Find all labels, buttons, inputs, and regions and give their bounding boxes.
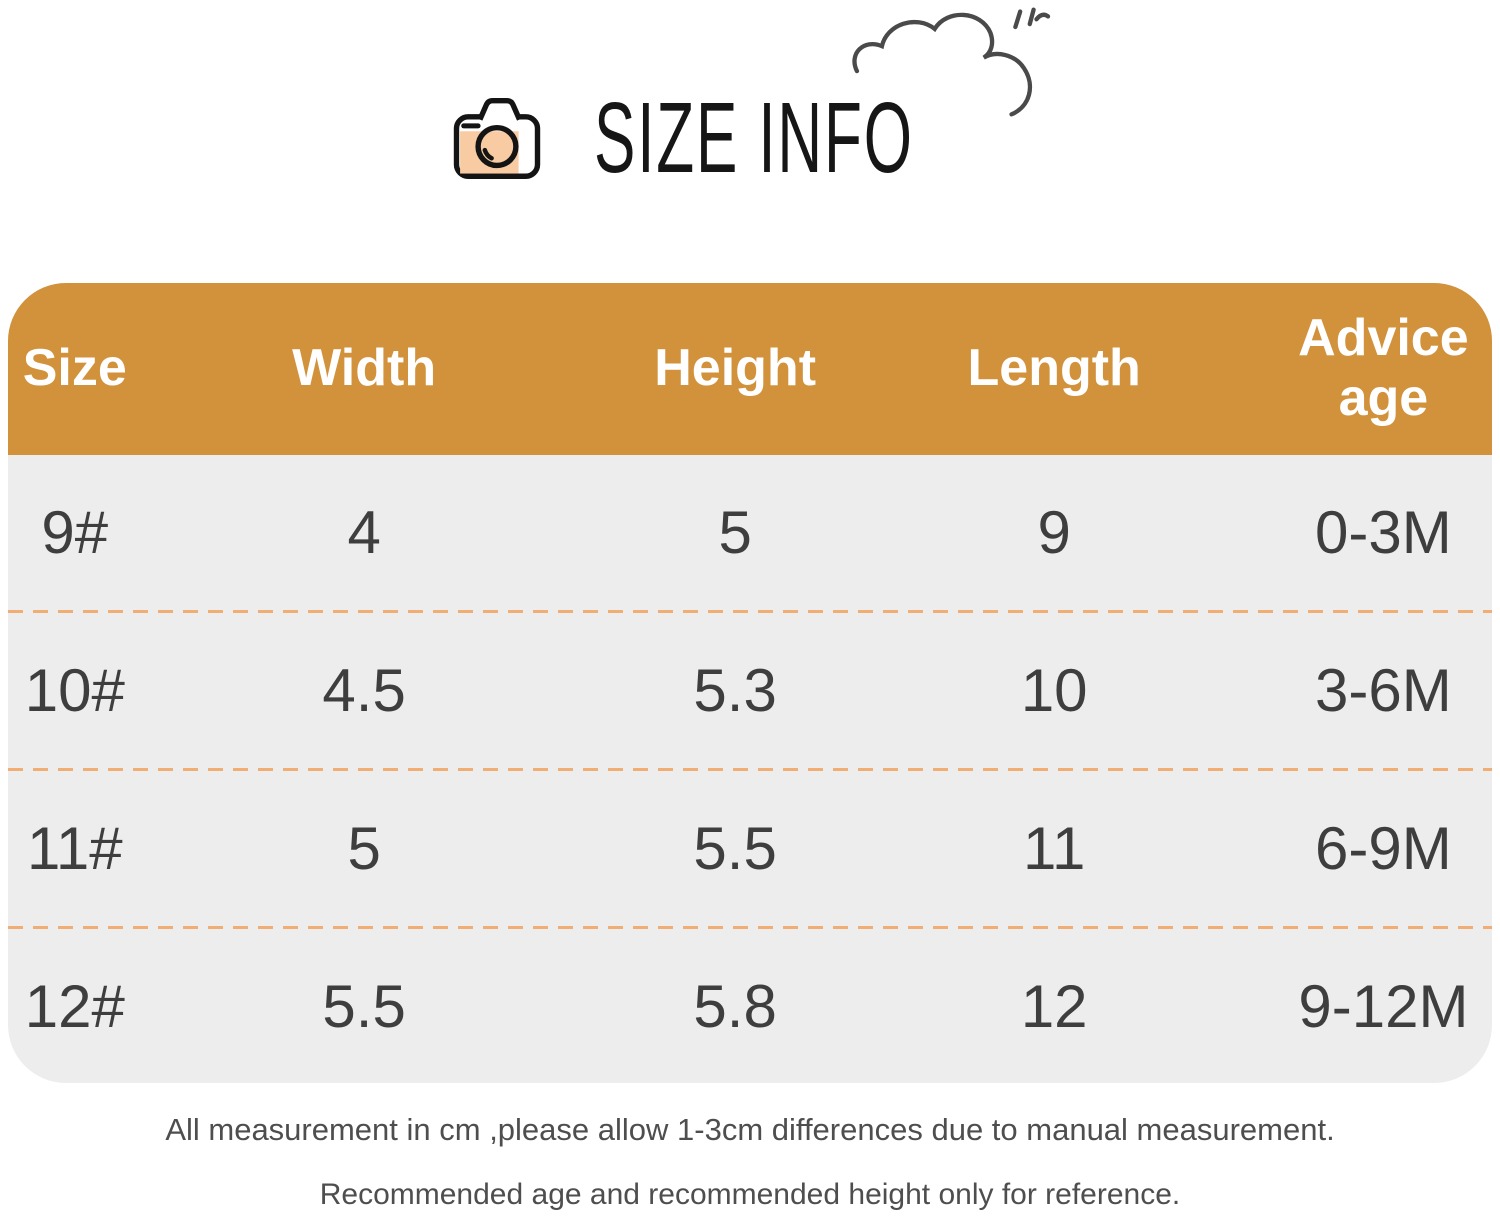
table-cell: 9 [1037,499,1071,566]
row-divider [8,610,1492,613]
page-title: SIZE INFO [594,82,914,194]
column-header-length: Length [967,339,1141,398]
reference-note: Recommended age and recommended height o… [319,1178,1181,1211]
table-cell: 12# [24,973,125,1040]
table-row: 11# 5 5.5 11 6-9M [8,771,1492,926]
row-divider [8,926,1492,929]
column-header-height: Height [654,339,817,398]
table-cell: 4 [347,499,381,566]
table-cell: 3-6M [1315,657,1452,724]
camera-icon [453,97,541,179]
table-cell: 5 [347,815,381,882]
table-cell: 11 [1023,815,1086,882]
table-cell: 5.3 [693,657,777,724]
column-header-advice-age: Advice age [1298,309,1469,427]
table-cell: 6-9M [1315,815,1452,882]
row-divider [8,768,1492,771]
table-cell: 12 [1020,973,1088,1040]
table-cell: 5.8 [693,973,777,1040]
table-cell: 5.5 [322,973,406,1040]
table-row: 9# 4 5 9 0-3M [8,455,1492,610]
column-header-width: Width [292,339,437,398]
table-row: 10# 4.5 5.3 10 3-6M [8,613,1492,768]
page-header: SIZE INFO [452,88,1110,188]
table-cell: 9-12M [1298,973,1469,1040]
table-cell: 11# [26,815,123,882]
table-cell: 10 [1020,657,1088,724]
size-table: Size Width Height Length Advice age 9# 4… [8,283,1492,1083]
table-header-row: Size Width Height Length Advice age [8,283,1492,455]
table-cell: 10# [24,657,125,724]
measurement-note: All measurement in cm ,please allow 1-3c… [165,1112,1335,1147]
table-cell: 5 [718,499,752,566]
table-cell: 5.5 [693,815,777,882]
cloud-doodle-icon [852,7,1051,117]
column-header-size: Size [22,339,127,398]
table-row: 12# 5.5 5.8 12 9-12M [8,929,1492,1083]
table-cell: 9# [41,499,109,566]
table-cell: 0-3M [1315,499,1452,566]
table-cell: 4.5 [322,657,406,724]
